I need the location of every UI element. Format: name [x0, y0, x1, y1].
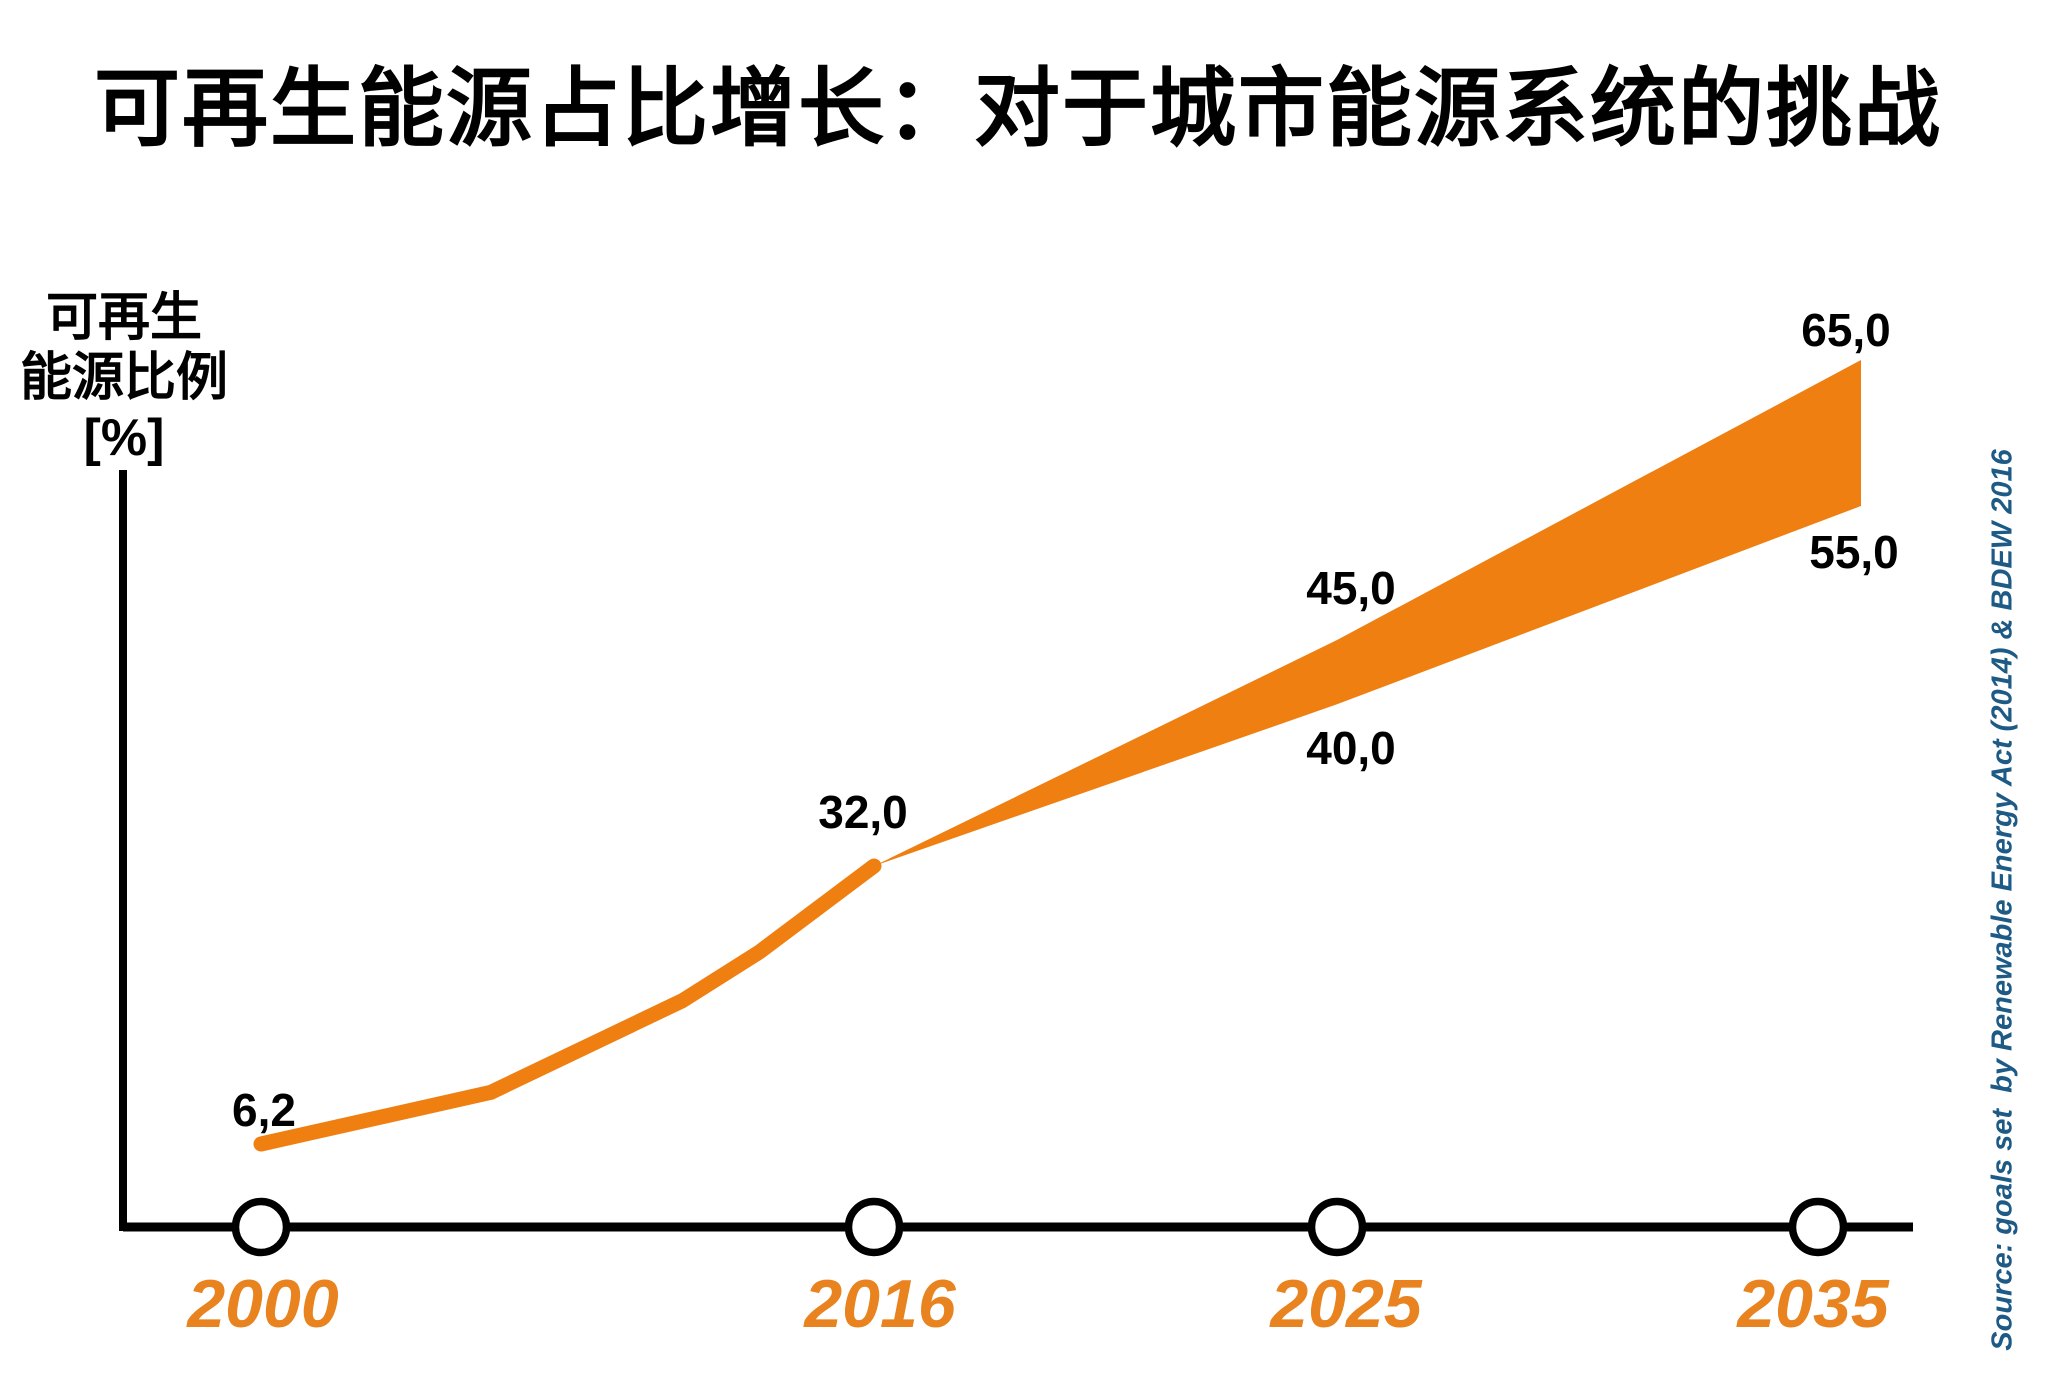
y-axis-label-line2: 能源比例: [19, 349, 229, 407]
y-axis-label: 可再生 能源比例 [%]: [20, 288, 228, 468]
axis-tick-circle-2016: [844, 1197, 904, 1257]
y-axis-label-line1: 可再生: [45, 289, 203, 347]
value-label-2016: 32,0: [818, 786, 908, 838]
page-title: 可再生能源占比增长：对于城市能源系统的挑战: [94, 61, 1942, 157]
axis-tick-markers: [231, 1197, 1848, 1257]
value-label-2035-low: 55,0: [1809, 526, 1899, 578]
x-tick-label-2000: 2000: [187, 1266, 339, 1342]
axis-tick-circle-2025: [1307, 1197, 1367, 1257]
x-tick-label-2035: 2035: [1737, 1266, 1889, 1342]
value-label-2025-low: 40,0: [1306, 722, 1396, 774]
historical-line: [253, 858, 882, 1152]
axis-tick-circle-2000: [231, 1197, 291, 1257]
x-tick-label-2016: 2016: [804, 1266, 956, 1342]
x-tick-label-2025: 2025: [1270, 1266, 1422, 1342]
y-axis-label-line3: [%]: [83, 409, 165, 467]
value-label-2000: 6,2: [232, 1084, 296, 1136]
source-note: Source: goals set by Renewable Energy Ac…: [1986, 449, 2019, 1351]
value-label-2025-high: 45,0: [1306, 562, 1396, 614]
axis-tick-circle-2035: [1788, 1197, 1848, 1257]
value-label-2035-high: 65,0: [1801, 304, 1891, 356]
